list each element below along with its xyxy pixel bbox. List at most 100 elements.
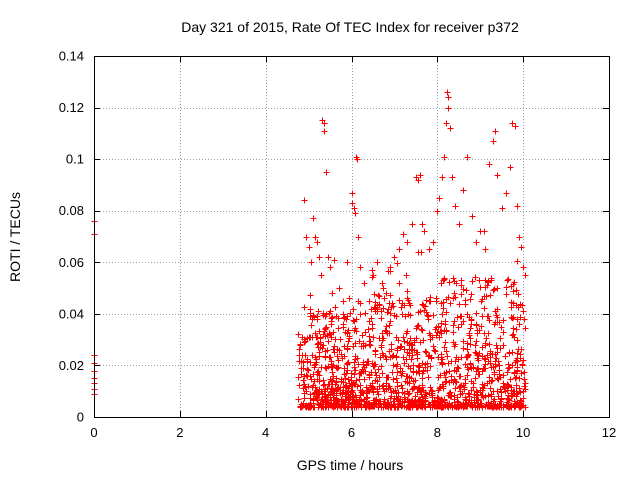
data-point — [456, 301, 463, 308]
data-point — [427, 363, 434, 370]
data-point — [469, 278, 476, 285]
data-point — [297, 342, 304, 349]
data-point — [419, 327, 426, 334]
data-point — [427, 336, 434, 343]
data-point — [316, 386, 323, 393]
data-point — [448, 358, 455, 365]
data-point — [400, 354, 407, 361]
data-point — [341, 371, 348, 378]
data-point — [396, 246, 403, 253]
data-point — [456, 373, 463, 380]
data-point — [300, 402, 307, 409]
data-point — [296, 358, 303, 365]
data-point — [389, 300, 396, 307]
data-point — [356, 376, 363, 383]
data-point — [447, 125, 454, 132]
data-point — [366, 371, 373, 378]
data-point — [458, 291, 465, 298]
data-point — [418, 400, 425, 407]
data-point — [395, 396, 402, 403]
data-point — [490, 398, 497, 405]
data-point — [452, 294, 459, 301]
data-point — [445, 105, 452, 112]
data-point — [451, 290, 458, 297]
data-point — [467, 360, 474, 367]
data-point — [505, 276, 512, 283]
data-point — [331, 390, 338, 397]
x-tick-label: 6 — [348, 425, 355, 440]
data-point — [346, 333, 353, 340]
y-tick-label: 0.04 — [59, 306, 84, 321]
data-point — [323, 324, 330, 331]
data-point — [503, 190, 510, 197]
data-point — [426, 246, 433, 253]
chart-title: Day 321 of 2015, Rate Of TEC Index for r… — [181, 19, 519, 35]
data-point — [390, 362, 397, 369]
data-point — [469, 213, 476, 220]
data-point — [399, 389, 406, 396]
data-point — [384, 309, 391, 316]
data-point — [515, 304, 522, 311]
data-point — [454, 398, 461, 405]
data-point — [414, 404, 421, 411]
data-point — [499, 205, 506, 212]
data-point — [491, 371, 498, 378]
data-point — [477, 389, 484, 396]
data-point — [496, 362, 503, 369]
data-point — [315, 404, 322, 411]
data-point — [448, 373, 455, 380]
data-point — [521, 383, 528, 390]
data-point — [515, 291, 522, 298]
data-point — [467, 296, 474, 303]
data-point — [413, 369, 420, 376]
data-point — [464, 346, 471, 353]
data-point — [454, 364, 461, 371]
data-point — [334, 402, 341, 409]
data-point — [505, 396, 512, 403]
data-point — [466, 391, 473, 398]
data-point — [320, 342, 327, 349]
data-point — [376, 383, 383, 390]
data-point — [406, 390, 413, 397]
data-point — [357, 370, 364, 377]
data-point — [457, 313, 464, 320]
data-point — [476, 277, 483, 284]
data-point — [377, 354, 384, 361]
data-point — [375, 366, 382, 373]
data-point — [345, 376, 352, 383]
data-point — [415, 363, 422, 370]
data-point — [372, 369, 379, 376]
data-point — [340, 298, 347, 305]
data-point — [478, 298, 485, 305]
data-point — [322, 391, 329, 398]
data-point — [322, 404, 329, 411]
data-point — [507, 376, 514, 383]
data-point — [329, 381, 336, 388]
data-point — [312, 330, 319, 337]
data-point — [479, 344, 486, 351]
data-point — [385, 268, 392, 275]
data-point — [328, 334, 335, 341]
data-point — [438, 300, 445, 307]
data-point — [387, 292, 394, 299]
data-point — [366, 338, 373, 345]
data-point — [480, 394, 487, 401]
data-point — [346, 295, 353, 302]
data-point — [363, 384, 370, 391]
data-point — [436, 385, 443, 392]
data-point — [470, 364, 477, 371]
data-point — [506, 350, 513, 357]
data-point — [466, 397, 473, 404]
data-point — [344, 361, 351, 368]
data-point — [401, 338, 408, 345]
data-point — [451, 343, 458, 350]
data-point — [369, 267, 376, 274]
data-point — [462, 380, 469, 387]
data-point — [374, 388, 381, 395]
data-point — [378, 342, 385, 349]
data-point — [341, 365, 348, 372]
data-point — [439, 311, 446, 318]
data-point — [416, 396, 423, 403]
data-point — [452, 385, 459, 392]
data-point — [456, 403, 463, 410]
